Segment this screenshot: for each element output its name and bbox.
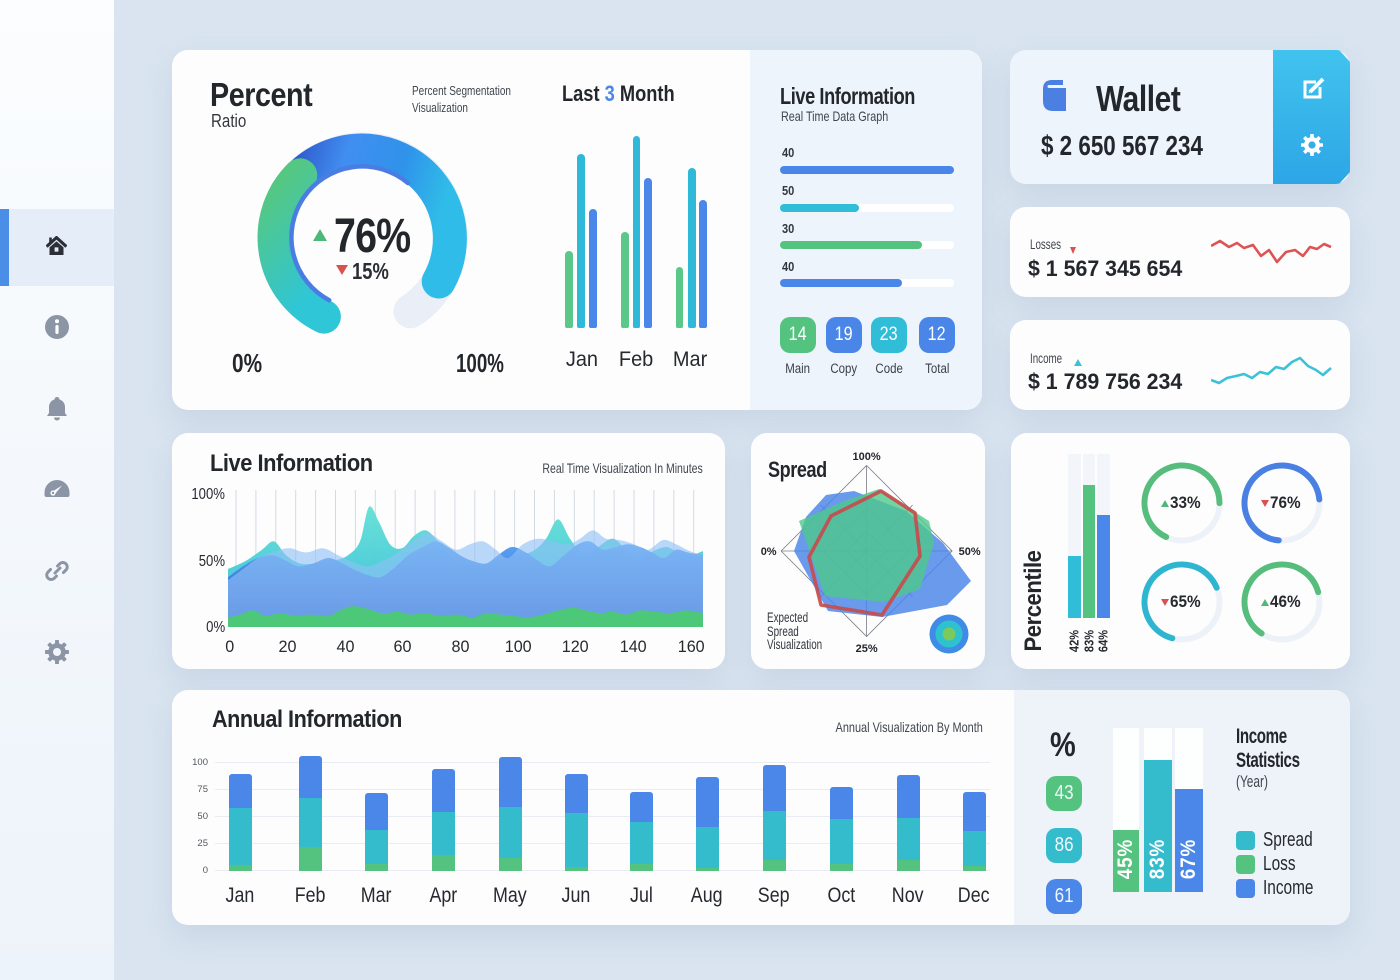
svg-text:50%: 50% — [959, 546, 981, 558]
svg-text:25%: 25% — [856, 643, 878, 655]
svg-text:0%: 0% — [761, 546, 777, 558]
svg-text:100%: 100% — [853, 451, 881, 463]
